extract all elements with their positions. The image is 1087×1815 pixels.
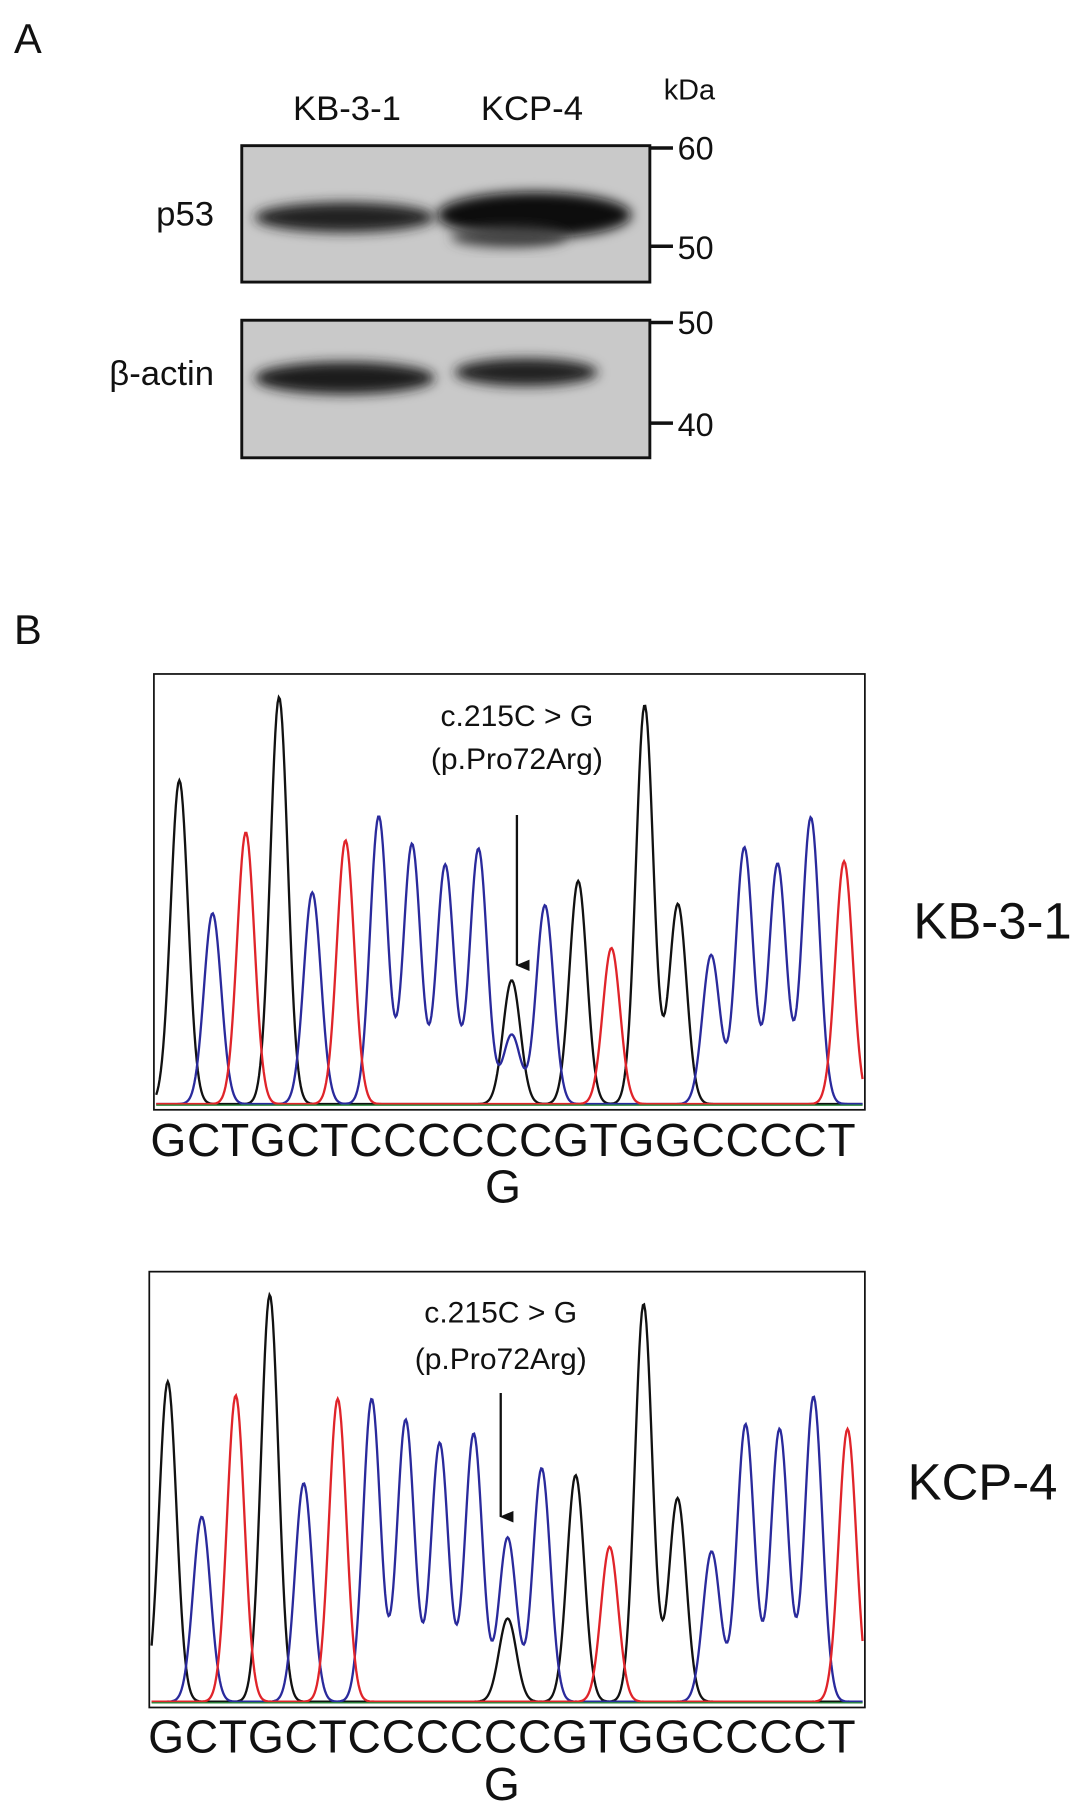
trace-frame [148, 1270, 866, 1709]
blot [240, 318, 673, 460]
sample-label: KB-3-1 [913, 893, 1071, 950]
blot-label: β-actin [109, 355, 214, 393]
marker-label: 40 [678, 407, 714, 443]
sequence: GCTGCTCCCCCCGTGGCCCCT [148, 1711, 856, 1763]
variant-base: G [484, 1758, 520, 1810]
marker-label: 60 [678, 131, 714, 167]
mutation-label: c.215C > G [440, 700, 593, 733]
lane-label: KB-3-1 [293, 90, 401, 128]
chromatograms: c.215C > G (p.Pro72Arg) GCTGCTCCCCCCGTGGCC… [148, 673, 1072, 1810]
unit-label: kDa [664, 74, 716, 106]
variant-base: G [485, 1160, 521, 1212]
trace [156, 831, 864, 1106]
marker-label: 50 [678, 305, 714, 341]
chromatogram: c.215C > G (p.Pro72Arg) GCTGCTCCCCCCGTGGCC… [150, 673, 1072, 1212]
mutation-label: (p.Pro72Arg) [431, 743, 603, 776]
sequence: GCTGCTCCCCCCGTGGCCCCT [150, 1114, 855, 1166]
trace [156, 815, 863, 1106]
mutation-label: c.215C > G [424, 1297, 577, 1330]
panel-label: A [14, 15, 42, 62]
sample-label: KCP-4 [908, 1453, 1058, 1510]
chromatogram: c.215C > G (p.Pro72Arg) GCTGCTCCCCCCGTGGCC… [148, 1270, 1058, 1810]
panel-label: B [14, 606, 42, 653]
lane-label: KCP-4 [481, 90, 583, 128]
trace-frame [153, 673, 866, 1111]
mutation-label: (p.Pro72Arg) [415, 1343, 587, 1376]
blot-label: p53 [156, 195, 214, 233]
blot [240, 144, 673, 284]
marker-label: 50 [678, 230, 714, 266]
trace [151, 1392, 864, 1703]
